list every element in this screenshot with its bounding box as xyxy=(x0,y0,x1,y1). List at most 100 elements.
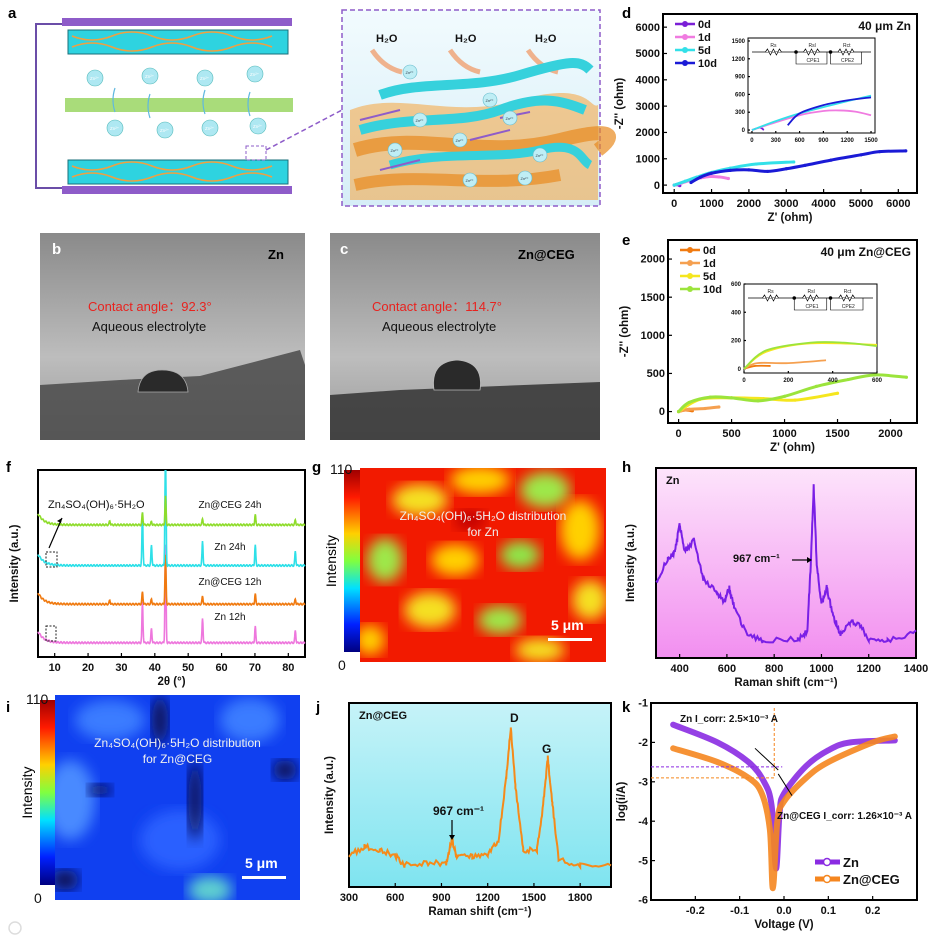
x-tick-label: 30 xyxy=(115,662,127,674)
x-tick-label: 0.2 xyxy=(865,905,880,917)
chart-title: 40 μm Zn xyxy=(858,19,911,33)
chart-k-tafel: -0.2 -0.1 0.0 0.1 0.2-6-5-4-3-2-1Voltage (V)… xyxy=(616,698,917,931)
y-tick-label: 1500 xyxy=(641,292,665,304)
series-10d-marker xyxy=(783,395,786,398)
series-10d-marker xyxy=(688,401,691,404)
peak-label-d: D xyxy=(510,711,519,725)
circuit-label: Rct xyxy=(844,289,852,295)
zn-ion-label: Zn²⁺ xyxy=(160,128,170,133)
series-10d-marker xyxy=(730,396,733,399)
series-10d-marker xyxy=(709,395,712,398)
figure: a Zn²⁺ Zn²⁺ Zn²⁺Zn²⁺Zn²⁺ Zn²⁺ Zn²⁺ Zn²⁺ H₂O H… xyxy=(0,0,932,943)
zn-ion-label: Zn²⁺ xyxy=(250,72,260,77)
x-tick-label: 0 xyxy=(750,138,754,144)
x-tick-label: 1500 xyxy=(864,138,878,144)
y-tick-label: 6000 xyxy=(636,22,660,34)
series-10d-marker xyxy=(829,158,832,161)
circuit-label: Rsl xyxy=(809,43,816,49)
intensity-blob xyxy=(478,606,522,634)
series-label: Zn@CEG 24h xyxy=(199,500,262,511)
intensity-blob xyxy=(450,466,510,494)
x-axis-label: 2θ (°) xyxy=(157,676,185,688)
series-label: Zn 24h xyxy=(214,542,245,553)
legend-marker xyxy=(682,21,688,27)
legend-label: 10d xyxy=(703,284,722,296)
x-tick-label: 1000 xyxy=(772,428,796,440)
xrd-pattern xyxy=(38,555,305,605)
external-circuit-wire xyxy=(36,24,62,188)
x-tick-label: 20 xyxy=(82,662,94,674)
y-tick-label: 900 xyxy=(735,75,746,81)
series-10d-marker xyxy=(756,399,759,402)
legend-marker xyxy=(682,47,688,53)
legend-label: Zn@CEG xyxy=(843,872,900,887)
panel-b-contact-angle-photo: b Zn Contact angle：92.3° Aqueous electro… xyxy=(40,233,305,440)
watermark-logo-icon xyxy=(9,922,21,934)
series-10d-marker xyxy=(699,176,702,179)
legend-marker xyxy=(687,286,693,292)
panel-label-e: e xyxy=(622,232,630,249)
intensity-blob xyxy=(75,700,145,740)
contact-angle-text: Contact angle：92.3° xyxy=(88,299,212,314)
x-axis-label: Raman shift (cm⁻¹) xyxy=(428,906,531,918)
y-tick-label: 1500 xyxy=(732,39,746,45)
intensity-blob xyxy=(431,544,479,576)
circuit-label: Rct xyxy=(843,43,851,49)
series-5d-marker xyxy=(792,160,795,163)
y-axis-label: Intensity (a.u.) xyxy=(9,524,21,602)
circuit-label: Rs xyxy=(768,289,775,295)
sample-label: Zn xyxy=(666,475,680,487)
legend-label: 0d xyxy=(698,19,711,31)
top-zn-electrode xyxy=(68,30,288,54)
series-5d-marker xyxy=(836,392,839,395)
x-tick-label: -0.1 xyxy=(730,905,749,917)
peak-label-g: G xyxy=(542,742,551,756)
series-10d-marker xyxy=(747,168,750,171)
y-tick-label: -2 xyxy=(638,737,648,749)
panel-label-i: i xyxy=(6,699,10,716)
x-tick-label: 5000 xyxy=(849,198,873,210)
zn-ion-label: Zn²⁺ xyxy=(90,76,100,81)
zn-ion-label: Zn²⁺ xyxy=(406,70,414,75)
series-10d-marker xyxy=(689,181,692,184)
y-tick-label: 300 xyxy=(735,110,746,116)
y-tick-label: 1200 xyxy=(732,57,746,63)
colorbar-min-label: 0 xyxy=(34,890,42,906)
x-tick-label: 900 xyxy=(432,892,450,904)
legend-marker xyxy=(682,34,688,40)
x-tick-label: 300 xyxy=(771,138,782,144)
series-1d-marker xyxy=(717,175,720,178)
series-10d-marker xyxy=(878,150,881,153)
y-tick-label: 2000 xyxy=(641,254,665,266)
icorr-annotation-zn-ceg: Zn@CEG I_corr: 1.26×10⁻³ A xyxy=(777,811,912,822)
panel-a-schematic: a Zn²⁺ Zn²⁺ Zn²⁺Zn²⁺Zn²⁺ Zn²⁺ Zn²⁺ Zn²⁺ H₂O H… xyxy=(8,5,609,206)
circuit-label: Rsl xyxy=(808,289,815,295)
icorr-annotation-zn: Zn I_corr: 2.5×10⁻³ A xyxy=(680,714,778,725)
series-10d-marker xyxy=(847,378,850,381)
x-tick-label: 400 xyxy=(828,378,839,384)
y-tick-label: 0 xyxy=(659,406,665,418)
x-tick-label: 1200 xyxy=(475,892,499,904)
x-tick-label: 300 xyxy=(340,892,358,904)
intensity-blob xyxy=(140,810,220,870)
scalebar xyxy=(242,876,286,879)
x-axis-label: Z' (ohm) xyxy=(770,442,815,454)
x-axis-label: Raman shift (cm⁻¹) xyxy=(734,677,837,689)
y-axis-label: -Z'' (ohm) xyxy=(619,306,631,358)
intensity-map xyxy=(45,695,300,904)
highlight-box xyxy=(46,626,56,641)
electrolyte-text: Aqueous electrolyte xyxy=(92,319,206,334)
zn-ion-label: Zn²⁺ xyxy=(110,126,120,131)
colorbar-max-label: 110 xyxy=(26,691,49,707)
x-tick-label: 600 xyxy=(795,138,806,144)
x-axis-label: Z' (ohm) xyxy=(768,212,813,224)
y-tick-label: -1 xyxy=(638,698,648,710)
x-tick-label: 1200 xyxy=(856,663,880,675)
intensity-blob xyxy=(273,760,297,780)
series-10d-marker xyxy=(904,149,907,152)
watermark: 大数跨境 xyxy=(30,920,94,939)
y-tick-label: 600 xyxy=(731,282,742,288)
x-tick-label: 500 xyxy=(722,428,740,440)
phase-annotation: Zn₄SO₄(OH)₆·5H₂O xyxy=(48,499,145,511)
x-tick-label: 1000 xyxy=(809,663,833,675)
